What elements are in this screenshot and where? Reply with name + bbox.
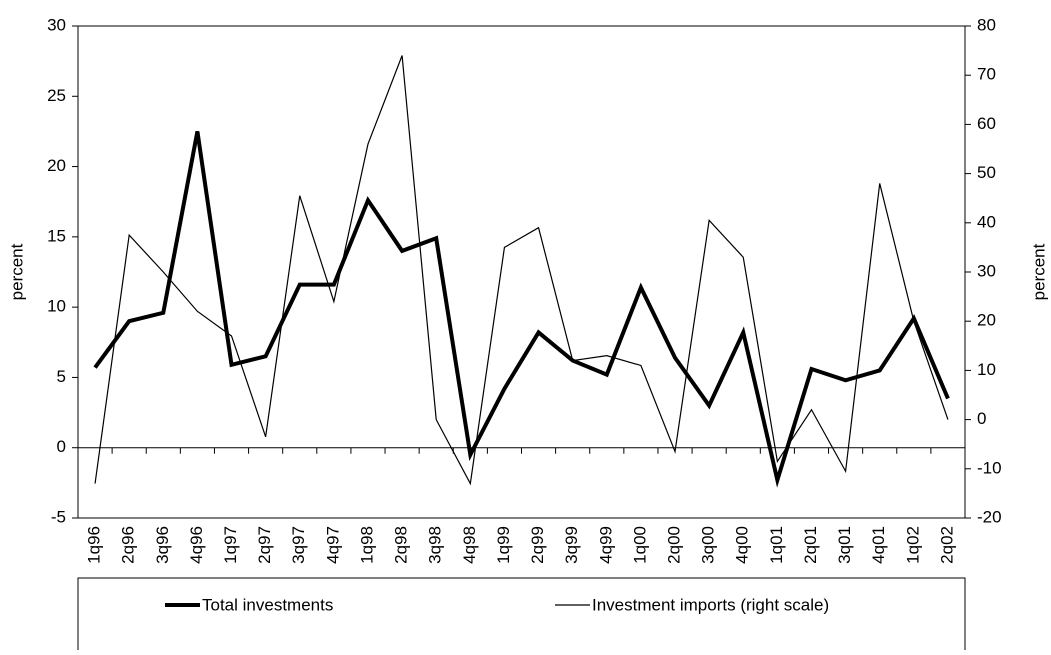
- y2-tick-label: 80: [977, 15, 996, 34]
- x-tick-label: 1q01: [767, 526, 786, 564]
- x-tick-label: 4q00: [733, 526, 752, 564]
- x-tick-label: 2q99: [528, 526, 547, 564]
- y-axis-label: percent: [7, 243, 26, 300]
- y2-tick-label: 0: [977, 409, 986, 428]
- x-tick-label: 3q01: [835, 526, 854, 564]
- y-tick-label: 30: [47, 15, 66, 34]
- x-tick-label: 3q99: [562, 526, 581, 564]
- x-tick-label: 1q96: [85, 526, 104, 564]
- x-tick-label: 3q96: [153, 526, 172, 564]
- y-tick-label: 10: [47, 297, 66, 316]
- x-tick-label: 2q98: [392, 526, 411, 564]
- y2-tick-label: 40: [977, 212, 996, 231]
- x-tick-label: 1q00: [630, 526, 649, 564]
- plot-frame: [77, 25, 966, 519]
- x-tick-label: 4q98: [460, 526, 479, 564]
- series-line: [94, 55, 949, 486]
- legend-box: [77, 577, 966, 655]
- x-tick-label: 1q98: [357, 526, 376, 564]
- y-tick-label: 15: [47, 226, 66, 245]
- x-tick-label: 4q01: [869, 526, 888, 564]
- y2-tick-label: 70: [977, 65, 996, 84]
- x-tick-label: 3q00: [699, 526, 718, 564]
- x-tick-label: 2q96: [119, 526, 138, 564]
- series-line: [93, 131, 950, 488]
- y2-tick-label: 30: [977, 261, 996, 280]
- y-tick-label: -5: [51, 507, 66, 526]
- y2-tick-label: 60: [977, 114, 996, 133]
- x-tick-label: 4q96: [187, 526, 206, 564]
- x-tick-label: 3q97: [289, 526, 308, 564]
- x-tick-label: 2q00: [665, 526, 684, 564]
- legend-label: Total investments: [202, 595, 333, 614]
- y2-tick-label: -10: [977, 458, 1002, 477]
- y2-tick-label: 10: [977, 360, 996, 379]
- x-tick-label: 2q97: [255, 526, 274, 564]
- x-tick-label: 2q02: [937, 526, 956, 564]
- legend-label: Investment imports (right scale): [592, 595, 829, 614]
- x-tick-label: 2q01: [801, 526, 820, 564]
- x-tick-label: 1q02: [903, 526, 922, 564]
- y-tick-label: 5: [57, 367, 66, 386]
- y2-tick-label: -20: [977, 507, 1002, 526]
- x-tick-label: 1q97: [221, 526, 240, 564]
- x-tick-label: 4q99: [596, 526, 615, 564]
- x-tick-label: 3q98: [426, 526, 445, 564]
- y-tick-label: 25: [47, 86, 66, 105]
- y-tick-label: 0: [57, 437, 66, 456]
- y2-tick-label: 50: [977, 163, 996, 182]
- x-tick-label: 1q99: [494, 526, 513, 564]
- y-tick-label: 20: [47, 156, 66, 175]
- x-tick-label: 4q97: [323, 526, 342, 564]
- y2-axis-label: percent: [1029, 243, 1048, 300]
- y2-tick-label: 20: [977, 311, 996, 330]
